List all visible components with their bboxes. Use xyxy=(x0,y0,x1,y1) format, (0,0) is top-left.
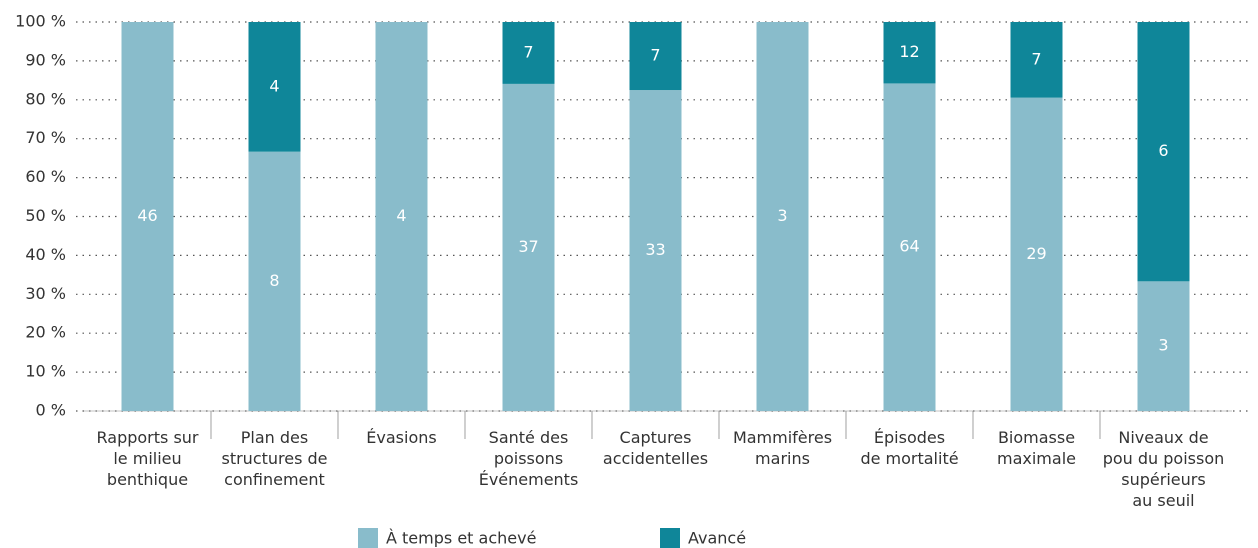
bar-segment xyxy=(1137,22,1190,282)
x-tick-label: Captures accidentelles xyxy=(602,428,709,468)
data-label: 7 xyxy=(650,46,660,65)
y-tick-label: 10 % xyxy=(25,362,66,381)
y-tick-label: 100 % xyxy=(15,12,66,31)
y-tick-label: 90 % xyxy=(25,50,66,69)
y-tick-label: 0 % xyxy=(36,401,66,420)
bar-segment xyxy=(883,83,936,411)
data-label: 8 xyxy=(269,271,279,290)
data-label: 3 xyxy=(1158,336,1168,355)
bar-segment xyxy=(1010,97,1063,411)
x-tick-label: Santé des poissons Événements xyxy=(478,428,579,489)
bar-segment xyxy=(248,151,301,411)
x-tick-label: Épisodes de mortalité xyxy=(860,428,959,468)
data-label: 7 xyxy=(523,42,533,61)
y-tick-label: 80 % xyxy=(25,89,66,108)
legend-swatch xyxy=(358,528,378,548)
data-label: 3 xyxy=(777,206,787,225)
data-label: 29 xyxy=(1026,244,1046,263)
x-tick-label: Niveaux de pou du poisson supérieurs au … xyxy=(1102,428,1225,510)
y-tick-label: 50 % xyxy=(25,206,66,225)
y-tick-label: 30 % xyxy=(25,284,66,303)
data-label: 33 xyxy=(645,240,665,259)
x-tick-label: Mammifères marins xyxy=(732,428,833,468)
bar-segment xyxy=(502,83,555,412)
data-label: 4 xyxy=(396,206,406,225)
x-tick-label: Rapports sur le milieu benthique xyxy=(96,428,199,489)
x-tick-label: Évasions xyxy=(366,428,437,447)
legend-label: Avancé xyxy=(688,529,746,548)
bar-segment xyxy=(1137,281,1190,411)
bar-segment xyxy=(629,22,682,91)
data-label: 7 xyxy=(1031,49,1041,68)
x-tick-label: Plan des structures de confinement xyxy=(221,428,328,489)
bar-segment xyxy=(883,22,936,84)
y-tick-label: 40 % xyxy=(25,245,66,264)
bar-segment xyxy=(502,22,555,84)
data-label: 37 xyxy=(518,237,538,256)
bar-segment xyxy=(629,90,682,411)
bar-segment xyxy=(756,22,809,411)
data-label: 12 xyxy=(899,42,919,61)
y-tick-label: 70 % xyxy=(25,128,66,147)
data-label: 6 xyxy=(1158,141,1168,160)
data-label: 4 xyxy=(269,76,279,95)
y-tick-label: 20 % xyxy=(25,323,66,342)
data-label: 46 xyxy=(137,206,157,225)
data-label: 64 xyxy=(899,237,919,256)
bar-segment xyxy=(1010,22,1063,98)
legend-swatch xyxy=(660,528,680,548)
bar-segment xyxy=(248,22,301,152)
legend-label: À temps et achevé xyxy=(386,529,536,548)
y-tick-label: 60 % xyxy=(25,167,66,186)
x-tick-label: Biomasse maximale xyxy=(997,428,1076,468)
bar-segment xyxy=(375,22,428,411)
bar-segment xyxy=(121,22,174,411)
